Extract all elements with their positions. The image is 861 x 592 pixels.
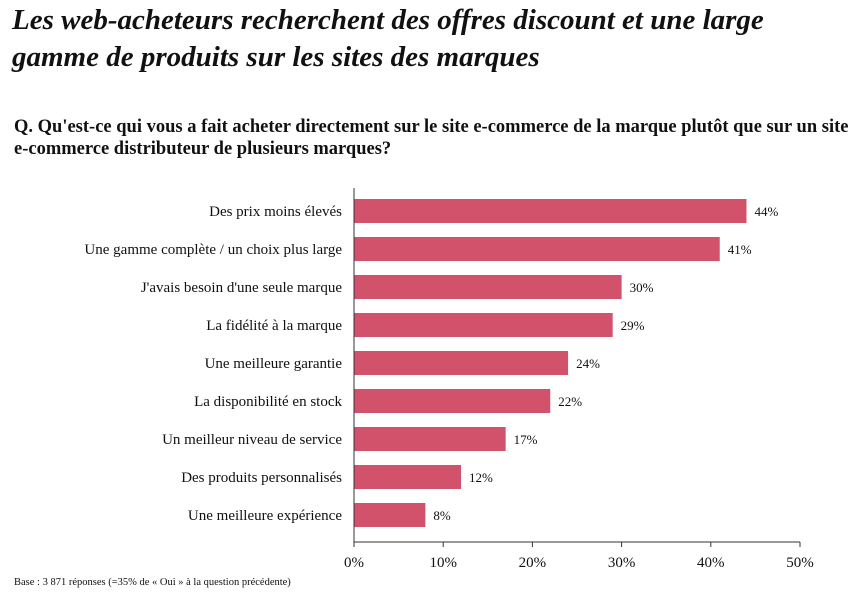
value-label: 24% (576, 356, 600, 371)
value-label: 12% (469, 470, 493, 485)
value-label: 17% (514, 432, 538, 447)
category-label: Un meilleur niveau de service (162, 432, 342, 448)
x-tick-label: 30% (608, 555, 636, 570)
value-label: 22% (558, 394, 582, 409)
bar (354, 427, 506, 451)
bar (354, 275, 622, 299)
bar (354, 237, 720, 261)
bar (354, 351, 569, 375)
category-label: La fidélité à la marque (206, 318, 342, 334)
category-label: Des prix moins élevés (209, 204, 342, 220)
value-label: 8% (433, 508, 451, 523)
x-tick-label: 50% (786, 555, 814, 570)
category-label: Une meilleure garantie (205, 356, 343, 372)
bar (354, 199, 747, 223)
x-tick-label: 10% (429, 555, 457, 570)
x-tick-label: 20% (519, 555, 547, 570)
x-tick-label: 0% (344, 555, 364, 570)
category-label: Des produits personnalisés (181, 470, 342, 486)
bar (354, 465, 462, 489)
bar (354, 313, 613, 337)
x-tick-label: 40% (697, 555, 725, 570)
category-label: Une meilleure expérience (188, 508, 342, 524)
value-label: 41% (728, 242, 752, 257)
value-label: 44% (754, 204, 778, 219)
bar (354, 503, 426, 527)
category-label: J'avais besoin d'une seule marque (141, 280, 343, 296)
survey-question: Q. Qu'est-ce qui vous a fait acheter dir… (14, 117, 849, 159)
base-footnote: Base : 3 871 réponses (=35% de « Oui » à… (14, 577, 291, 588)
value-label: 29% (621, 318, 645, 333)
category-label: Une gamme complète / un choix plus large (84, 242, 342, 258)
bar-chart: Des prix moins élevés 44% Une gamme complè… (84, 188, 814, 570)
bar (354, 389, 551, 413)
category-label: La disponibilité en stock (194, 394, 342, 410)
chart-title: Les web-acheteurs recherchent des offres… (12, 4, 764, 73)
value-label: 30% (630, 280, 654, 295)
